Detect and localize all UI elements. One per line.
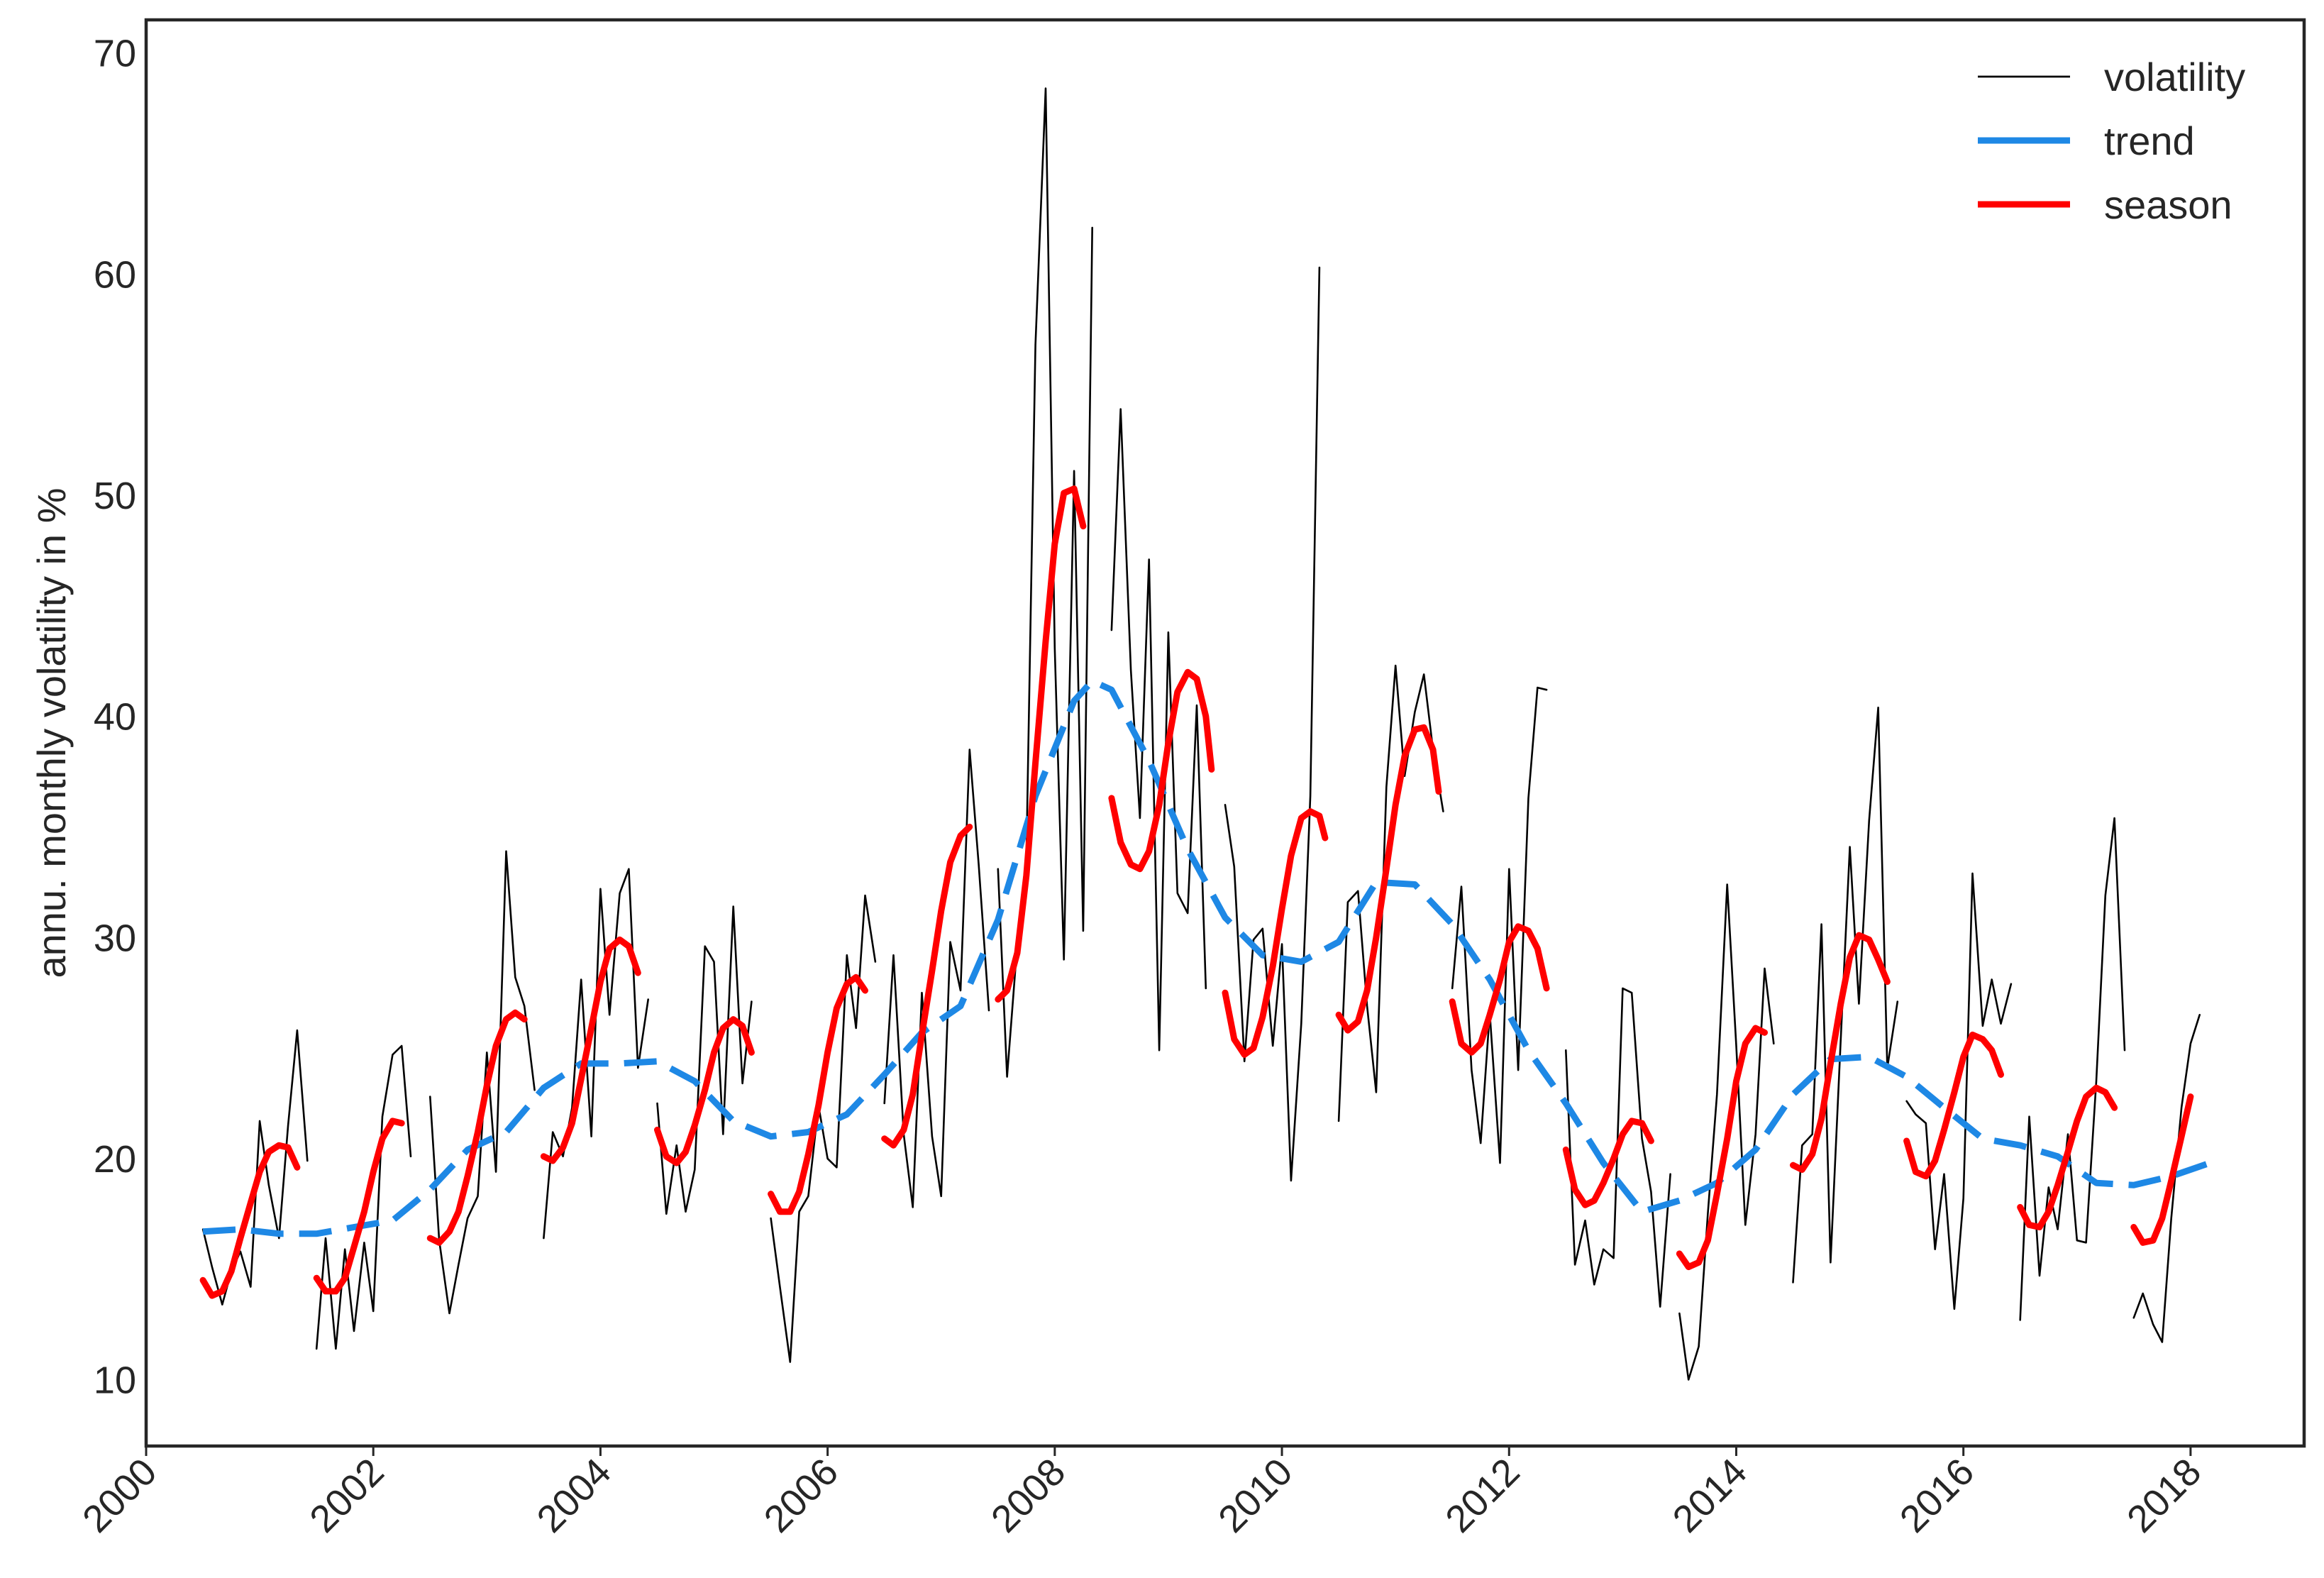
season-line-segment-3 [540,936,641,1164]
season-line-segment-10 [1335,724,1442,1034]
trend-line-segment-0 [202,678,2211,1237]
season-line-segment-7 [995,485,1087,1003]
series-season [199,485,2194,1299]
volatility-line-segment-4 [656,905,753,1215]
series-volatility [201,87,2201,1381]
volatility-line-segment-16 [2019,817,2126,1321]
y-tick-label: 60 [94,253,136,296]
volatility-line-segment-17 [2132,1014,2201,1343]
series-layer [199,87,2211,1381]
season-line-segment-15 [1903,1031,2004,1180]
volatility-line-segment-15 [1905,872,2013,1311]
volatility-line-segment-7 [997,87,1093,1078]
volatility-line-segment-14 [1792,706,1899,1284]
legend: volatility trend season [1978,55,2245,227]
legend-trend-label: trend [2104,118,2195,163]
y-tick-label: 20 [94,1138,136,1181]
volatility-line-segment-8 [1110,408,1207,1052]
volatility-line-segment-6 [883,749,990,1208]
legend-volatility-label: volatility [2104,55,2245,99]
season-line-segment-2 [426,1009,528,1246]
plot-frame [144,18,2306,1448]
season-line-segment-0 [199,1142,301,1299]
legend-season-label: season [2104,182,2232,227]
series-trend [202,678,2211,1237]
season-line-segment-8 [1108,668,1215,873]
y-tick-label: 30 [94,917,136,959]
volatility-line-segment-13 [1678,883,1775,1381]
season-line-segment-1 [313,1118,405,1295]
season-line-segment-12 [1562,1118,1654,1208]
y-tick-label: 70 [94,33,136,75]
season-line-segment-13 [1676,1025,1768,1271]
season-line-segment-6 [881,823,973,1149]
volatility-line-segment-9 [1224,266,1321,1182]
season-line-segment-16 [2017,1084,2118,1230]
season-line-segment-9 [1222,808,1329,1058]
y-axis-label: annu. monthly volatility in % [29,487,74,978]
volatility-line-segment-11 [1451,686,1548,1164]
season-line-segment-5 [768,973,868,1215]
season-line-segment-14 [1790,932,1891,1173]
y-tick-label: 40 [94,696,136,739]
y-tick-label: 50 [94,475,136,517]
y-tick-label: 10 [94,1359,136,1402]
volatility-line-segment-0 [201,1029,309,1306]
season-line-segment-4 [654,1016,755,1166]
volatility-line-segment-5 [770,894,877,1363]
volatility-line-segment-10 [1337,664,1444,1122]
season-line-segment-11 [1449,923,1550,1056]
volatility-line-segment-1 [315,1044,412,1350]
y-axis: 10 20 30 40 50 60 70 [94,33,136,1402]
season-line-segment-17 [2130,1093,2194,1246]
